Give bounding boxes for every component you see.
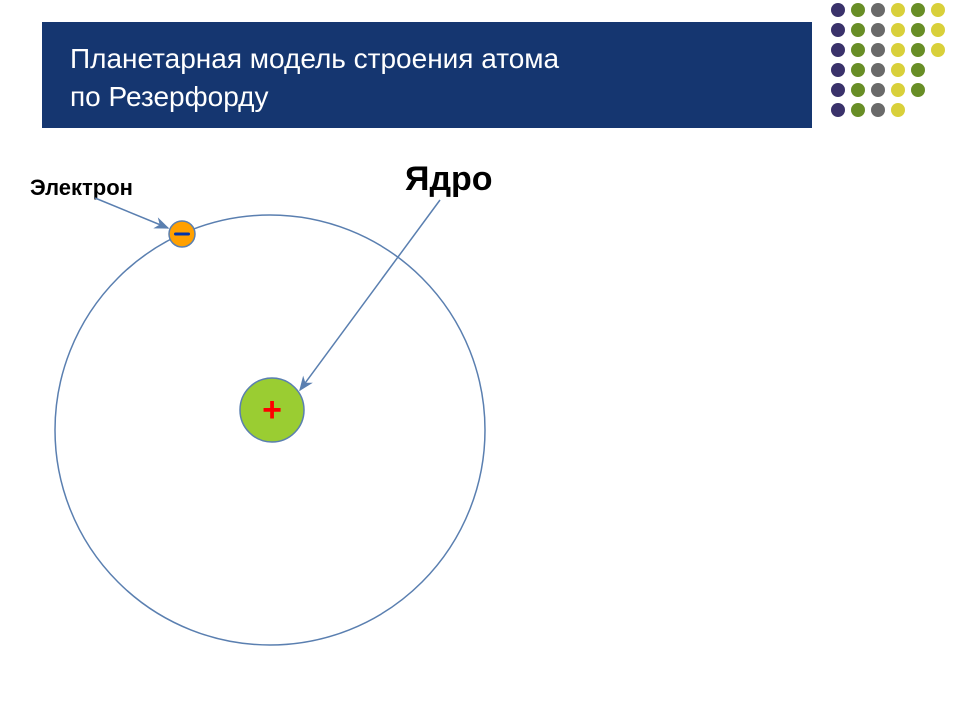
dot-icon xyxy=(891,103,905,117)
dot-icon xyxy=(931,43,945,57)
dot-icon xyxy=(871,103,885,117)
dot-icon xyxy=(891,23,905,37)
dot-icon xyxy=(871,63,885,77)
dot-icon xyxy=(831,3,845,17)
decorative-dots xyxy=(0,0,960,720)
dot-icon xyxy=(831,83,845,97)
dot-icon xyxy=(871,83,885,97)
dot-icon xyxy=(851,103,865,117)
dot-icon xyxy=(871,43,885,57)
dot-icon xyxy=(851,23,865,37)
dot-icon xyxy=(831,63,845,77)
dot-icon xyxy=(891,43,905,57)
dot-icon xyxy=(871,3,885,17)
dot-icon xyxy=(931,23,945,37)
dot-icon xyxy=(831,23,845,37)
dot-icon xyxy=(871,23,885,37)
dot-icon xyxy=(851,83,865,97)
dot-icon xyxy=(911,43,925,57)
dot-icon xyxy=(911,23,925,37)
dot-icon xyxy=(891,83,905,97)
dot-icon xyxy=(831,43,845,57)
dot-icon xyxy=(831,103,845,117)
dot-icon xyxy=(851,43,865,57)
dot-icon xyxy=(851,3,865,17)
dot-icon xyxy=(911,3,925,17)
dot-icon xyxy=(891,3,905,17)
dot-icon xyxy=(931,3,945,17)
dot-icon xyxy=(891,63,905,77)
dot-icon xyxy=(851,63,865,77)
dot-icon xyxy=(911,63,925,77)
dot-icon xyxy=(911,83,925,97)
